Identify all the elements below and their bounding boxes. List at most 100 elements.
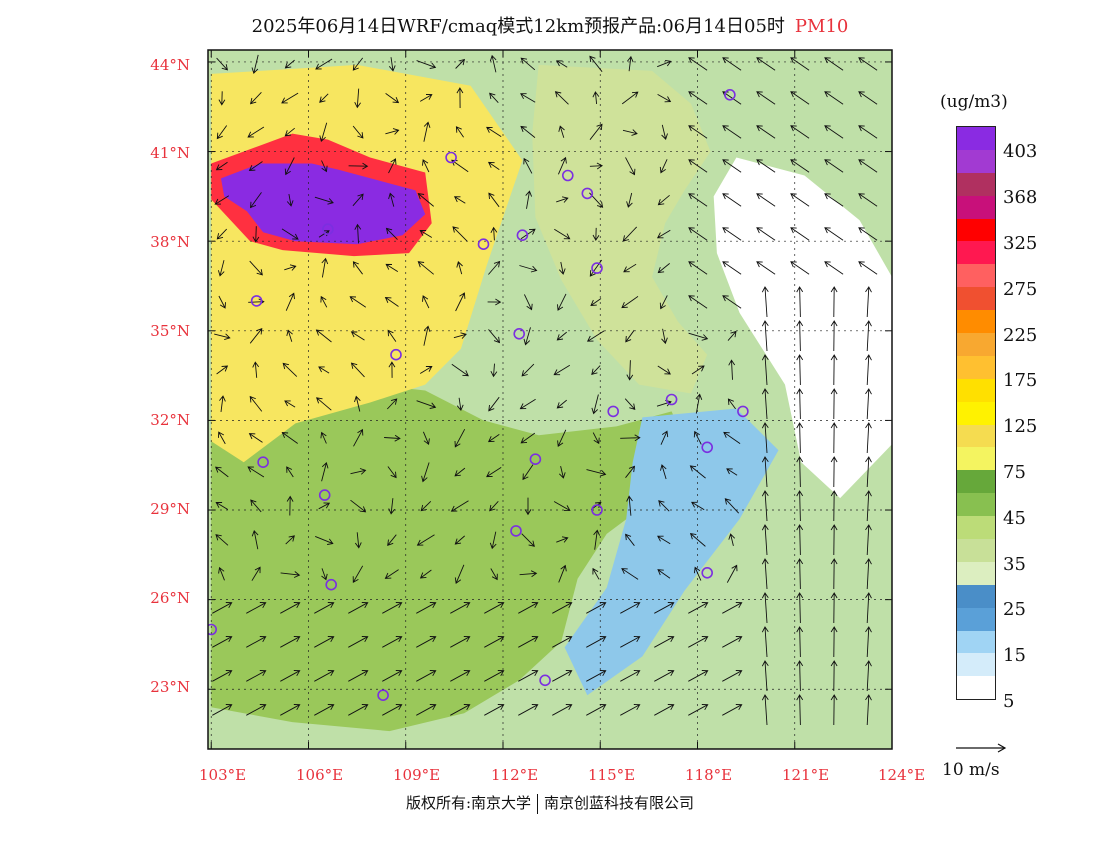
- wind-arrow: [726, 468, 738, 476]
- wind-arrow: [280, 670, 301, 682]
- colorbar-swatch: [957, 241, 995, 265]
- wind-arrow: [790, 261, 810, 275]
- city-marker: [516, 229, 529, 241]
- wind-arrow: [688, 636, 709, 648]
- wind-arrow: [215, 534, 229, 546]
- wind-arrow: [246, 670, 267, 682]
- wind-arrow: [688, 704, 709, 716]
- wind-arrow: [654, 602, 675, 614]
- wind-arrow: [688, 193, 708, 207]
- wind-arrow: [756, 193, 776, 207]
- city-marker: [322, 223, 334, 235]
- colorbar-swatch: [957, 310, 995, 334]
- city-marker: [701, 441, 714, 454]
- wind-arrow: [660, 430, 669, 445]
- wind-arrow: [830, 592, 838, 624]
- wind-arrow: [520, 57, 536, 71]
- wind-arrow: [490, 363, 498, 378]
- lat-label-35: 35°N: [150, 322, 190, 340]
- wind-arrow: [452, 226, 468, 242]
- wind-arrow: [586, 602, 607, 614]
- wind-arrow: [350, 468, 367, 475]
- wind-arrow: [722, 261, 742, 275]
- wind-arrow: [422, 295, 430, 309]
- zone-15: [564, 408, 779, 696]
- wind-arrow: [419, 94, 433, 102]
- city-marker: [607, 405, 620, 418]
- wind-arrow: [416, 400, 437, 409]
- wind-arrow: [726, 564, 738, 583]
- wind-arrow: [519, 570, 538, 578]
- wind-arrow: [723, 431, 741, 444]
- wind-arrow: [724, 498, 740, 514]
- wind-arrow: [657, 94, 672, 103]
- city-marker: [318, 489, 331, 501]
- wind-arrow: [521, 363, 535, 377]
- wind-arrow: [218, 431, 226, 445]
- wind-arrow: [552, 670, 573, 682]
- colorbar-unit: (ug/m3): [940, 92, 1008, 112]
- wind-arrow: [282, 362, 298, 377]
- wind-arrow: [385, 227, 398, 240]
- wind-arrow: [824, 193, 844, 207]
- wind-arrow: [387, 466, 397, 479]
- wind-arrow: [318, 502, 331, 510]
- wind-arrow: [589, 162, 603, 170]
- wind-arrow: [250, 499, 262, 513]
- wind-arrow: [489, 500, 499, 512]
- wind-arrow: [824, 91, 844, 105]
- wind-arrow: [450, 670, 471, 682]
- wind-arrow: [589, 123, 603, 140]
- wind-arrow: [623, 263, 637, 273]
- wind-arrow: [790, 57, 810, 71]
- copyright: 版权所有:南京大学 南京创蓝科技有限公司: [0, 792, 1100, 814]
- wind-arrow: [688, 295, 708, 309]
- city-marker: [724, 89, 736, 101]
- wind-arrow: [688, 57, 708, 71]
- wind-arrow: [488, 329, 501, 344]
- wind-arrow: [761, 558, 769, 590]
- wind-arrow: [620, 434, 641, 442]
- wind-arrow: [247, 466, 265, 478]
- wind-arrow: [486, 126, 502, 137]
- wind-arrow: [519, 398, 536, 410]
- wind-arrow: [756, 125, 776, 139]
- wind-arrow: [388, 158, 397, 174]
- wind-arrow: [657, 263, 670, 274]
- wind-arrow: [626, 360, 634, 381]
- wind-arrow: [348, 602, 369, 614]
- wind-arrow: [761, 286, 769, 318]
- wind-arrow: [830, 354, 838, 386]
- wind-arrow: [348, 670, 369, 682]
- wind-arrow: [319, 122, 328, 143]
- colorbar-swatch: [957, 195, 995, 219]
- wind-arrow: [488, 192, 500, 208]
- wind-arrow: [796, 388, 804, 420]
- wind-arrow: [319, 93, 329, 103]
- reference-arrow-label: 10 m/s: [942, 760, 1000, 780]
- colorbar-label-35: 35: [1003, 554, 1026, 575]
- colorbar-swatch: [957, 424, 995, 448]
- colorbar-label-275: 275: [1003, 279, 1038, 300]
- wind-arrow: [830, 694, 838, 726]
- wind-arrow: [824, 57, 844, 71]
- wind-arrow: [693, 430, 702, 445]
- wind-arrow: [590, 298, 602, 307]
- wind-arrow: [756, 261, 776, 275]
- wind-arrow: [386, 398, 398, 410]
- wind-arrow: [456, 261, 463, 275]
- city-marker: [257, 456, 269, 469]
- wind-arrow: [251, 54, 259, 74]
- wind-arrow: [416, 534, 435, 546]
- wind-arrow: [858, 125, 878, 139]
- wind-arrow: [796, 694, 804, 726]
- wind-arrow: [858, 91, 878, 105]
- city-marker: [325, 578, 338, 591]
- wind-arrow: [586, 670, 607, 682]
- wind-arrow: [216, 125, 228, 140]
- lon-label-121: 121°E: [782, 766, 830, 784]
- wind-arrow: [654, 636, 675, 648]
- wind-arrow: [661, 124, 668, 140]
- wind-arrow: [830, 422, 838, 454]
- wind-arrow: [246, 704, 267, 716]
